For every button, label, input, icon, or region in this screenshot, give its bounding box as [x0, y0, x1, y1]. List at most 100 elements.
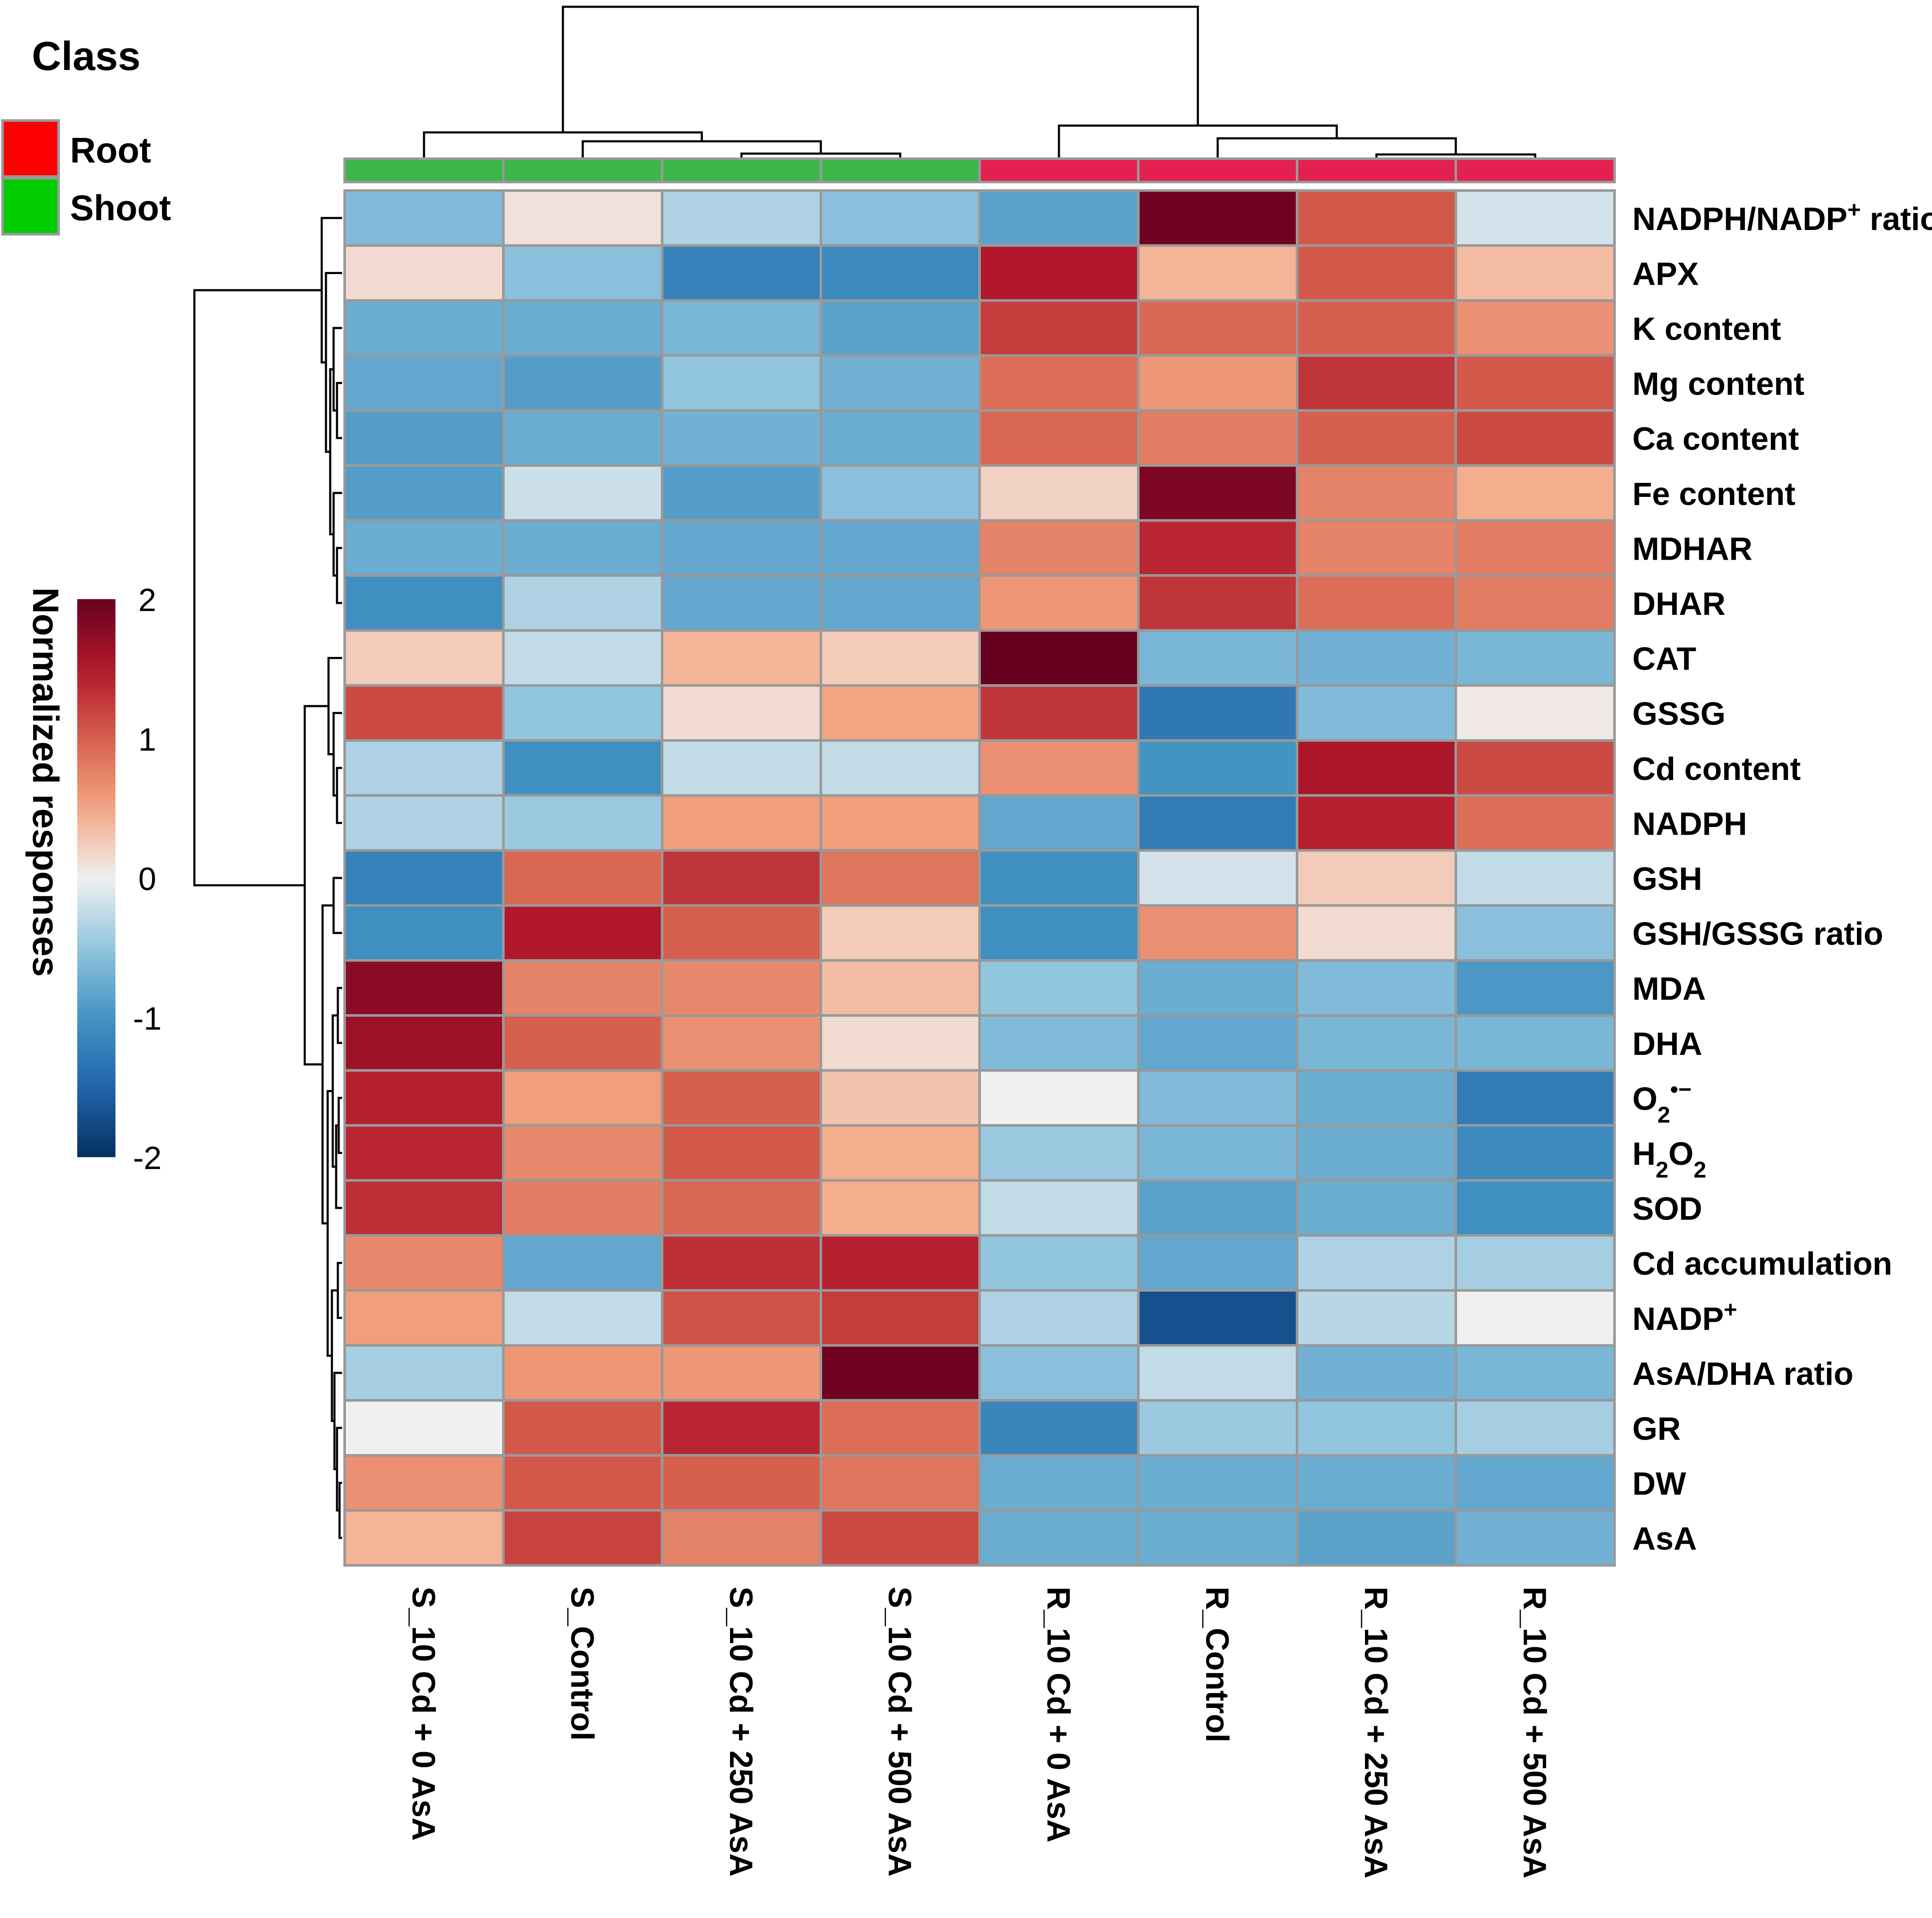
column-label-r-10-cd-0-asa: R_10 Cd + 0 AsA: [1040, 1587, 1076, 1842]
cell-apx-s-control: [502, 244, 663, 302]
row-link-14-15: [337, 987, 342, 1044]
cell-cd-content-r-10-cd-250-asa: [1296, 739, 1457, 797]
cell-asa-s-control: [502, 1509, 663, 1567]
cell-mdhar-s-control: [502, 519, 663, 577]
cell-h-s-10-cd-0-asa: [343, 1124, 505, 1182]
cell-nadp-r-10-cd-500-asa: [1455, 1289, 1616, 1347]
cell-nadph-r-control: [1137, 794, 1298, 852]
cell-sod-r-control: [1137, 1179, 1298, 1237]
row-label-nadp: NADP+: [1632, 1297, 1737, 1337]
class-bar-r-10-cd-0-asa: [978, 157, 1140, 183]
row-label-sod: SOD: [1632, 1191, 1702, 1227]
class-bar-r-10-cd-500-asa: [1455, 157, 1616, 183]
column-label-r-10-cd-500-asa: R_10 Cd + 500 AsA: [1516, 1587, 1553, 1879]
class-bar-s-10-cd-0-asa: [343, 157, 505, 183]
class-annotation-bar: [343, 157, 1616, 183]
col-link-s250-s500: [740, 152, 901, 158]
cell-sod-s-control: [502, 1179, 663, 1237]
cell-dhar-s-10-cd-0-asa: [343, 574, 505, 632]
cell-gsh-r-10-cd-500-asa: [1455, 849, 1616, 907]
cell-dha-r-10-cd-0-asa: [978, 1014, 1140, 1072]
cell-gsh-s-10-cd-0-asa: [343, 849, 505, 907]
cell-k-content-r-10-cd-0-asa: [978, 299, 1140, 357]
cell-fe-content-s-10-cd-250-asa: [661, 464, 822, 522]
row-link-6-7: [336, 547, 342, 604]
cell-asa-dha-ratio-s-10-cd-500-asa: [820, 1344, 981, 1402]
cell-mg-content-r-10-cd-500-asa: [1455, 354, 1616, 412]
cell-gsh-r-10-cd-250-asa: [1296, 849, 1457, 907]
cell-h-s-control: [502, 1124, 663, 1182]
cell-fe-content-s-control: [502, 464, 663, 522]
class-legend: Class Root Shoot: [1, 34, 171, 236]
cell-asa-r-10-cd-250-asa: [1296, 1509, 1457, 1567]
cell-gsh-gssg-ratio-r-10-cd-500-asa: [1455, 904, 1616, 962]
row-label-gr: GR: [1632, 1411, 1681, 1447]
cell-nadph-s-control: [502, 794, 663, 852]
cell-apx-r-10-cd-500-asa: [1455, 244, 1616, 302]
cell-asa-s-10-cd-500-asa: [820, 1509, 981, 1567]
row-label-h: H2O2: [1632, 1136, 1706, 1183]
row-label-asa: AsA: [1632, 1521, 1697, 1557]
cell-asa-dha-ratio-r-10-cd-250-asa: [1296, 1344, 1457, 1402]
legend-swatch-root: [1, 119, 60, 178]
cell-h-s-10-cd-250-asa: [661, 1124, 822, 1182]
column-label-s-10-cd-250-asa: S_10 Cd + 250 AsA: [723, 1587, 759, 1877]
col-link-scontrol-s250-500: [581, 140, 822, 158]
cell-gsh-gssg-ratio-r-10-cd-0-asa: [978, 904, 1140, 962]
cell-o-r-10-cd-500-asa: [1455, 1069, 1616, 1127]
cell-nadp-r-control: [1137, 1289, 1298, 1347]
cell-mdhar-s-10-cd-250-asa: [661, 519, 822, 577]
cell-cat-r-control: [1137, 629, 1298, 687]
column-dendrogram: [423, 6, 1536, 158]
cell-nadph-r-10-cd-500-asa: [1455, 794, 1616, 852]
cell-dw-s-control: [502, 1454, 663, 1512]
cell-dw-s-10-cd-500-asa: [820, 1454, 981, 1512]
row-label-fe-content: Fe content: [1632, 476, 1795, 512]
cell-nadph-nadp-ratio-r-control: [1137, 189, 1298, 247]
cell-asa-dha-ratio-r-10-cd-500-asa: [1455, 1344, 1616, 1402]
cell-fe-content-s-10-cd-500-asa: [820, 464, 981, 522]
row-label-nadph-nadp-ratio: NADPH/NADP+ ratio: [1632, 197, 1932, 237]
cell-gr-r-10-cd-0-asa: [978, 1399, 1140, 1457]
cell-asa-r-10-cd-0-asa: [978, 1509, 1140, 1567]
cell-fe-content-r-10-cd-250-asa: [1296, 464, 1457, 522]
cell-ca-content-r-10-cd-0-asa: [978, 409, 1140, 467]
cell-o-s-control: [502, 1069, 663, 1127]
row-labels: NADPH/NADP+ ratio APX K content Mg content C…: [1632, 197, 1932, 1557]
cell-gr-s-10-cd-250-asa: [661, 1399, 822, 1457]
cell-gsh-r-10-cd-0-asa: [978, 849, 1140, 907]
row-label-apx: APX: [1632, 256, 1699, 292]
cell-nadp-r-10-cd-0-asa: [978, 1289, 1140, 1347]
cell-sod-r-10-cd-0-asa: [978, 1179, 1140, 1237]
column-label-s-control: S_Control: [564, 1587, 600, 1741]
cell-nadph-nadp-ratio-s-control: [502, 189, 663, 247]
cell-sod-r-10-cd-500-asa: [1455, 1179, 1616, 1237]
cell-fe-content-s-10-cd-0-asa: [343, 464, 505, 522]
cell-asa-r-10-cd-500-asa: [1455, 1509, 1616, 1567]
row-link-21-22to24: [333, 1371, 342, 1470]
row-link-0-rest: [320, 217, 342, 364]
colorbar-title: Normalized responses: [25, 587, 66, 977]
cell-asa-dha-ratio-s-10-cd-250-asa: [661, 1344, 822, 1402]
row-label-gsh-gssg-ratio: GSH/GSSG ratio: [1632, 916, 1883, 952]
cell-fe-content-r-control: [1137, 464, 1298, 522]
cell-cd-content-s-10-cd-0-asa: [343, 739, 505, 797]
cell-cat-s-10-cd-500-asa: [820, 629, 981, 687]
cell-cat-s-10-cd-250-asa: [661, 629, 822, 687]
cell-dhar-s-control: [502, 574, 663, 632]
colorbar-tick-0: 0: [138, 861, 156, 897]
cell-o-r-control: [1137, 1069, 1298, 1127]
row-link-root: [193, 289, 322, 886]
cell-mg-content-r-10-cd-0-asa: [978, 354, 1140, 412]
cell-gssg-s-10-cd-250-asa: [661, 684, 822, 742]
cell-nadph-nadp-ratio-s-10-cd-0-asa: [343, 189, 505, 247]
column-labels: S_10 Cd + 0 AsA S_Control S_10 Cd + 250 As…: [405, 1587, 1553, 1879]
cell-dhar-s-10-cd-500-asa: [820, 574, 981, 632]
cell-gr-s-10-cd-500-asa: [820, 1399, 981, 1457]
colorbar: 2 1 0 -1 -2: [77, 582, 162, 1176]
col-link-r0-rcluster: [1058, 124, 1338, 158]
cell-mg-content-s-control: [502, 354, 663, 412]
cell-o-s-10-cd-250-asa: [661, 1069, 822, 1127]
row-label-k-content: K content: [1632, 311, 1781, 347]
cell-k-content-s-10-cd-500-asa: [820, 299, 981, 357]
